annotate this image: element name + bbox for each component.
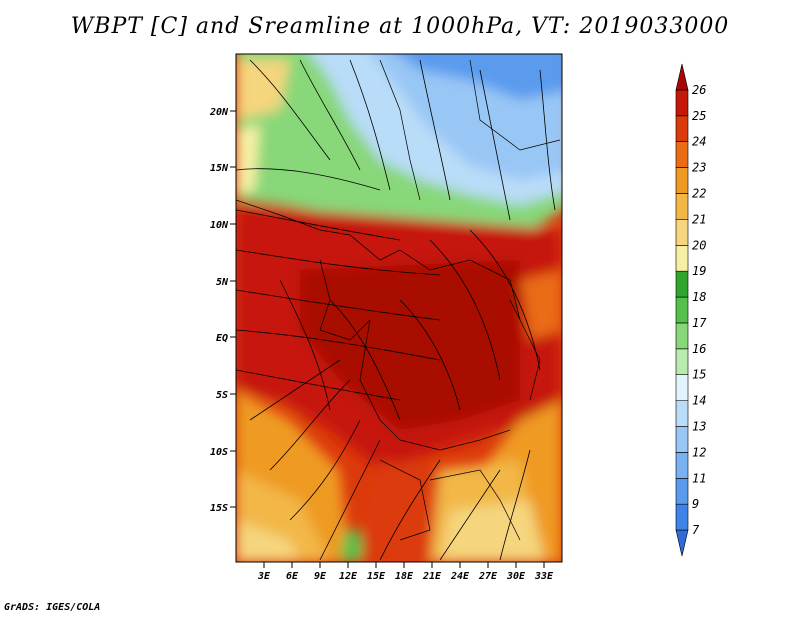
colorbar-label: 12 — [692, 445, 706, 459]
colorbar-bin — [675, 244, 689, 272]
latitude-axis: 20N 15N 10N 5N EQ 5S 10S 15S — [209, 107, 236, 514]
lat-label: 5N — [216, 277, 229, 288]
colorbar-label: 22 — [692, 186, 706, 200]
colorbar-bin — [675, 89, 689, 117]
colorbar-bin — [675, 374, 689, 401]
colorbar-bin — [675, 452, 689, 479]
lon-label: 21E — [422, 571, 442, 582]
colorbar-bin — [675, 348, 689, 376]
map-frame — [235, 53, 563, 563]
colorbar-bin — [675, 141, 689, 168]
lon-label: 15E — [367, 571, 386, 582]
streamlines — [236, 59, 556, 561]
colorbar-bin — [675, 296, 689, 324]
colorbar-bin — [675, 270, 689, 298]
lon-label: 18E — [395, 571, 414, 582]
colorbar-label: 18 — [692, 290, 706, 304]
colorbar-label: 25 — [692, 109, 706, 123]
colorbar-bin — [675, 115, 689, 142]
longitude-axis: 3E 6E 9E 12E 15E 18E 21E 24E 27E 30E 33E — [257, 562, 554, 582]
colorbar-bin — [675, 167, 689, 194]
lon-label: 30E — [506, 571, 526, 582]
lon-label: 12E — [339, 571, 358, 582]
colorbar-bin — [675, 478, 689, 505]
colorbar-label: 11 — [692, 471, 706, 485]
colorbar-bin — [675, 63, 689, 91]
map-title: WBPT [C] and Sreamline at 1000hPa, VT: 2… — [70, 14, 730, 39]
colorbar-label: 15 — [692, 368, 706, 382]
lat-label: 10S — [210, 447, 228, 458]
colorbar-label: 13 — [692, 420, 706, 434]
lon-label: 33E — [534, 571, 554, 582]
colorbar-label: 21 — [692, 212, 706, 226]
lat-label: 20N — [209, 107, 229, 118]
colorbar-label: 17 — [692, 316, 707, 330]
colorbar-label: 24 — [692, 135, 706, 149]
colorbar-bin — [675, 219, 689, 246]
lat-label: EQ — [216, 333, 228, 344]
lat-label: 15N — [210, 163, 229, 174]
colorbar-label: 14 — [692, 394, 706, 408]
colorbar-label: 9 — [692, 497, 699, 511]
country-borders — [236, 59, 561, 541]
colorbar-label: 23 — [692, 161, 706, 175]
lat-label: 5S — [216, 390, 228, 401]
colorbar-label: 20 — [692, 238, 706, 252]
lon-label: 9E — [314, 571, 327, 582]
lon-label: 27E — [478, 571, 498, 582]
lon-label: 6E — [286, 571, 299, 582]
lat-label: 15S — [210, 503, 228, 514]
colorbar-label: 26 — [692, 83, 706, 97]
colorbar-bin — [675, 529, 689, 557]
lon-label: 3E — [257, 571, 271, 582]
colorbar-bin — [675, 426, 689, 453]
lon-label: 24E — [450, 571, 470, 582]
colorbar: 7 9 11 12 13 14 15 16 17 18 19 20 21 22 23 24 25 26 — [675, 63, 707, 557]
wbpt-field — [236, 54, 562, 562]
colorbar-label: 19 — [692, 264, 706, 278]
colorbar-bin — [675, 193, 689, 220]
colorbar-label: 16 — [692, 342, 706, 356]
lat-label: 10N — [210, 220, 229, 231]
grads-credit: GrADS: IGES/COLA — [4, 602, 101, 613]
colorbar-label: 7 — [692, 523, 700, 537]
colorbar-bin — [675, 400, 689, 427]
colorbar-bin — [675, 322, 689, 350]
colorbar-bin — [675, 503, 689, 531]
